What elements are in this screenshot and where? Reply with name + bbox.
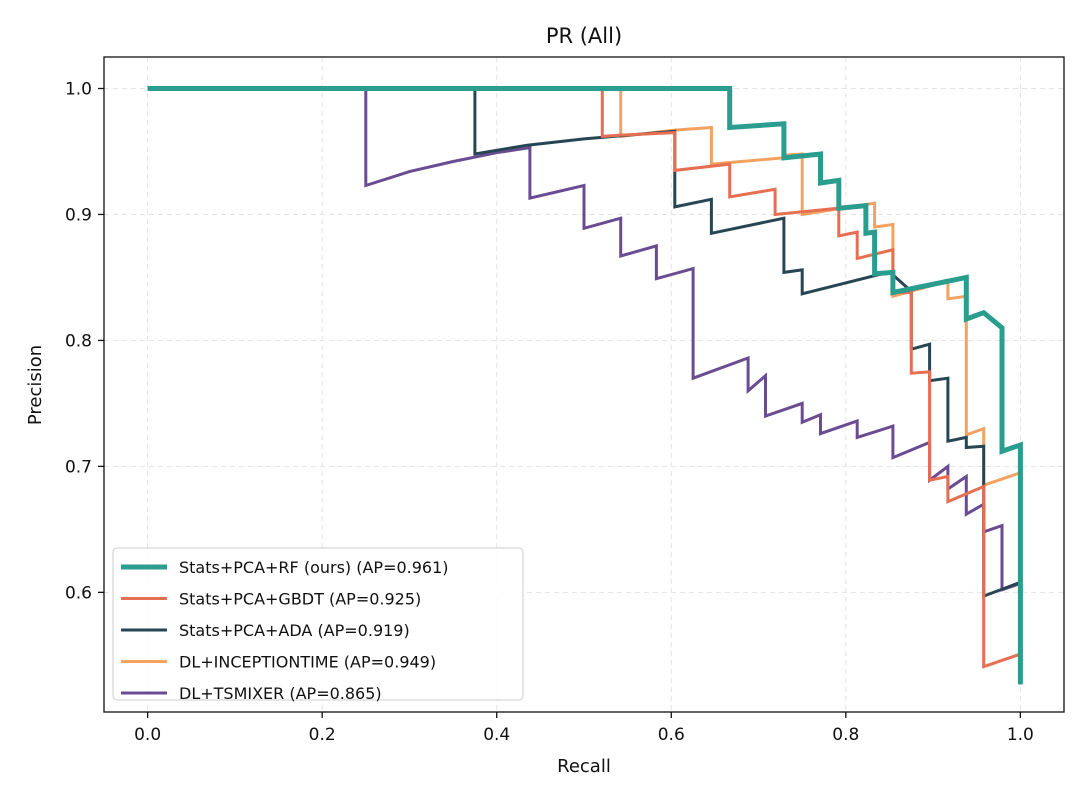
legend-label: Stats+PCA+RF (ours) (AP=0.961) (179, 558, 449, 577)
series-line (147, 87, 1021, 669)
tick-layer: 0.0 0.2 0.4 0.6 0.8 1.0 0.6 0.7 0.8 0.9 1.0 (65, 79, 1034, 745)
y-tick-label: 1.0 (65, 79, 92, 99)
legend-label: DL+INCEPTIONTIME (AP=0.949) (179, 653, 436, 672)
legend-box (112, 547, 524, 701)
series-line (147, 87, 1022, 580)
x-tick-label: 0.8 (832, 725, 859, 745)
y-tick-label: 0.9 (65, 205, 92, 225)
series-line (147, 86, 1023, 685)
chart-title: PR (All) (546, 24, 622, 48)
y-tick-label: 0.6 (65, 583, 92, 603)
y-axis-label: Precision (25, 345, 46, 425)
x-tick-label: 0.6 (658, 725, 685, 745)
y-tick-label: 0.7 (65, 457, 92, 477)
legend: Stats+PCA+RF (ours) (AP=0.961) Stats+PCA+… (112, 547, 524, 703)
plot-frame (103, 56, 1065, 713)
x-tick-label: 1.0 (1007, 725, 1034, 745)
legend-label: Stats+PCA+ADA (AP=0.919) (179, 621, 410, 640)
x-tick-label: 0.2 (309, 725, 336, 745)
legend-label: Stats+PCA+GBDT (AP=0.925) (179, 590, 421, 609)
legend-label: DL+TSMIXER (AP=0.865) (179, 684, 382, 703)
x-axis-label: Recall (557, 756, 611, 777)
x-tick-label: 0.0 (134, 725, 161, 745)
y-tick-label: 0.8 (65, 331, 92, 351)
series-layer (147, 86, 1023, 685)
x-tick-label: 0.4 (483, 725, 510, 745)
